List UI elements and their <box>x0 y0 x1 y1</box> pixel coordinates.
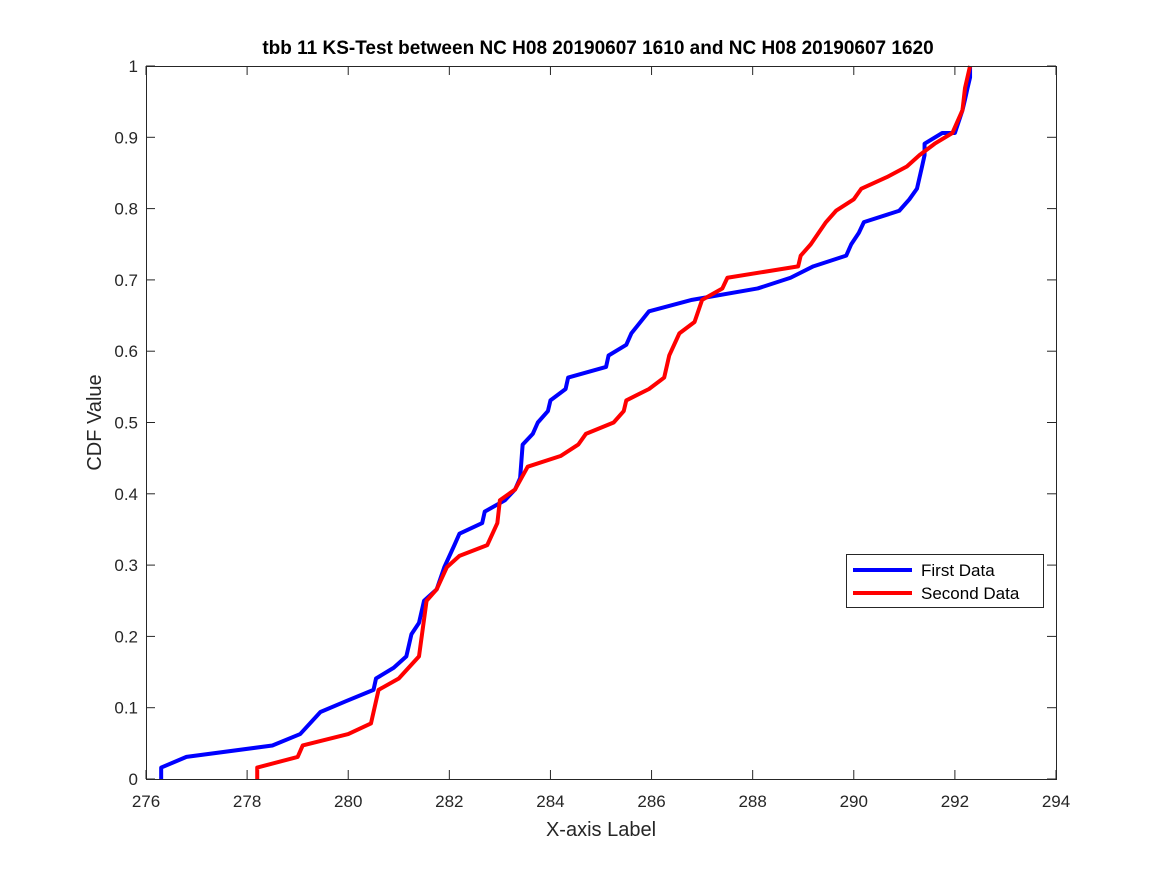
legend-box <box>846 554 1044 608</box>
x-tick-label: 284 <box>536 792 564 811</box>
y-tick-label: 0.1 <box>114 699 138 718</box>
legend: First Data Second Data <box>846 554 1044 608</box>
x-tick-label: 282 <box>435 792 463 811</box>
y-tick-label: 0.9 <box>114 128 138 147</box>
y-tick-label: 0.4 <box>114 485 138 504</box>
y-tick-label: 1 <box>129 57 138 76</box>
x-tick-label: 288 <box>738 792 766 811</box>
legend-label-second-data: Second Data <box>921 584 1020 603</box>
plot-area <box>146 66 1056 779</box>
y-tick-label: 0.8 <box>114 200 138 219</box>
x-axis-ticks: 276 278 280 282 284 286 288 290 292 294 <box>132 66 1070 811</box>
series-layer <box>159 65 973 779</box>
x-axis-label: X-axis Label <box>546 819 656 841</box>
y-tick-label: 0.3 <box>114 556 138 575</box>
x-tick-label: 292 <box>941 792 969 811</box>
series-line-second-data <box>255 65 973 779</box>
y-tick-label: 0.2 <box>114 627 138 646</box>
x-tick-label: 294 <box>1042 792 1070 811</box>
y-tick-label: 0.5 <box>114 414 138 433</box>
legend-label-first-data: First Data <box>921 561 995 580</box>
y-axis-label: CDF Value <box>84 374 106 470</box>
y-tick-label: 0.7 <box>114 271 138 290</box>
x-tick-label: 286 <box>637 792 665 811</box>
x-tick-label: 290 <box>840 792 868 811</box>
x-tick-label: 276 <box>132 792 160 811</box>
series-line-first-data <box>159 66 973 779</box>
y-tick-label: 0 <box>129 770 138 789</box>
y-axis-ticks: 0 0.1 0.2 0.3 0.4 0.5 0.6 0.7 0.8 0.9 1 <box>114 57 1056 789</box>
y-tick-label: 0.6 <box>114 342 138 361</box>
x-tick-label: 278 <box>233 792 261 811</box>
chart-title: tbb 11 KS-Test between NC H08 20190607 1… <box>262 38 933 59</box>
x-tick-label: 280 <box>334 792 362 811</box>
